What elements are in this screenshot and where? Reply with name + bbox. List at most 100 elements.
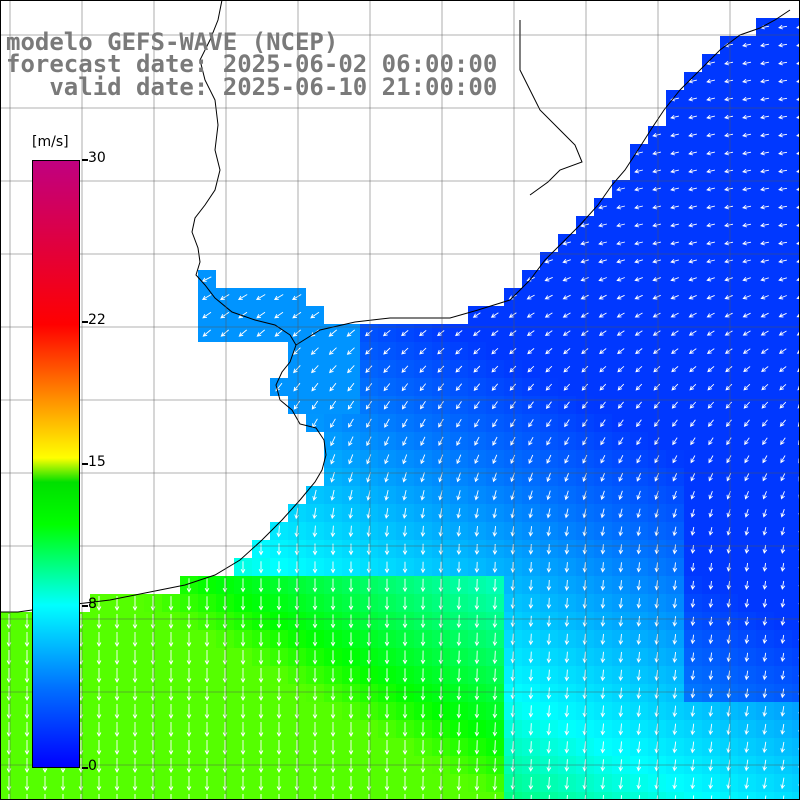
wind-vector-arrow [760,132,770,138]
wind-vector-arrow [402,490,407,501]
wind-vector-arrow [168,722,174,737]
wind-vector-arrow [330,704,336,719]
wind-vector-arrow [548,794,550,800]
wind-vector-arrow [348,704,354,719]
wind-vector-arrow [204,578,210,593]
wind-vector-arrow [600,741,606,754]
wind-vector-arrow [708,437,714,446]
wind-vector-arrow [255,294,266,300]
wind-vector-arrow [204,704,210,719]
wind-vector-arrow [312,489,317,502]
wind-vector-arrow [599,365,607,373]
wind-vector-arrow [780,598,786,608]
wind-vector-arrow [581,401,588,409]
wind-vector-arrow [780,562,786,572]
wind-vector-arrow [455,347,463,355]
wind-vector-arrow [690,473,696,482]
wind-vector-arrow [742,60,752,66]
wind-vector-arrow [546,687,552,700]
wind-vector-arrow [724,222,734,228]
wind-vector-arrow [546,615,552,628]
wind-vector-arrow [492,686,498,701]
wind-vector-arrow [420,650,426,665]
wind-vector-arrow [672,508,677,519]
wind-vector-arrow [186,650,192,665]
wind-vector-arrow [796,331,800,336]
wind-vector-arrow [724,312,733,318]
wind-vector-arrow [652,294,661,300]
wind-vector-arrow [546,633,552,646]
wind-vector-arrow [602,795,604,800]
wind-vector-arrow [311,382,319,392]
wind-vector-arrow [760,150,770,156]
wind-vector-arrow [764,795,767,800]
wind-vector-arrow [256,311,266,319]
wind-vector-arrow [492,472,497,483]
wind-speed-cell [684,792,702,800]
wind-vector-arrow [545,383,553,391]
wind-vector-arrow [80,794,82,800]
wind-vector-arrow [688,204,698,210]
wind-vector-arrow [186,722,192,737]
wind-vector-arrow [580,222,590,228]
wind-vector-arrow [672,705,678,718]
wind-vector-arrow [527,383,535,391]
wind-vector-arrow [458,793,460,800]
wind-vector-arrow [220,311,230,319]
wind-vector-arrow [348,776,354,791]
wind-vector-arrow [348,507,353,520]
wind-speed-cell [792,468,800,486]
wind-vector-arrow [420,543,426,556]
wind-vector-arrow [690,777,695,790]
wind-vector-arrow [562,312,571,318]
wind-vector-arrow [114,614,120,629]
wind-vector-arrow [240,704,246,719]
wind-vector-arrow [420,614,426,629]
wind-vector-arrow [564,597,570,609]
wind-vector-arrow [599,401,606,409]
wind-vector-arrow [204,722,210,737]
wind-vector-arrow [708,473,714,482]
wind-vector-arrow [258,596,264,611]
wind-vector-arrow [600,687,606,700]
wind-vector-arrow [402,543,408,556]
wind-vector-arrow [634,222,644,228]
wind-vector-arrow [761,419,768,427]
wind-vector-arrow [456,508,461,519]
wind-vector-arrow [528,669,534,682]
wind-speed-cell [738,792,756,800]
wind-vector-arrow [492,419,498,428]
wind-vector-arrow [634,277,643,282]
wind-vector-arrow [636,562,642,573]
wind-vector-arrow [42,776,48,791]
wind-vector-arrow [132,740,138,755]
wind-vector-arrow [564,633,570,646]
wind-speed-cell [792,792,800,800]
wind-vector-arrow [564,419,570,428]
wind-vector-arrow [689,383,697,391]
wind-vector-arrow [724,78,734,84]
wind-vector-arrow [474,561,480,574]
wind-vector-arrow [634,312,643,318]
wind-vector-arrow [186,776,192,791]
wind-vector-arrow [402,525,408,538]
wind-speed-cell [720,792,738,800]
wind-vector-arrow [778,204,788,210]
wind-vector-arrow [761,401,769,409]
wind-vector-arrow [455,365,463,373]
wind-vector-arrow [760,348,769,354]
wind-speed-cell [702,792,720,800]
wind-vector-arrow [330,454,336,465]
wind-vector-arrow [616,312,625,318]
wind-vector-arrow [725,383,733,391]
wind-vector-arrow [546,705,552,718]
wind-speed-cell [792,522,800,540]
wind-vector-arrow [779,419,786,427]
wind-vector-arrow [654,419,660,428]
wind-vector-arrow [708,741,713,754]
wind-vector-arrow [762,526,768,536]
wind-vector-arrow [474,775,480,791]
wind-vector-arrow [743,366,751,373]
wind-vector-arrow [742,186,752,192]
